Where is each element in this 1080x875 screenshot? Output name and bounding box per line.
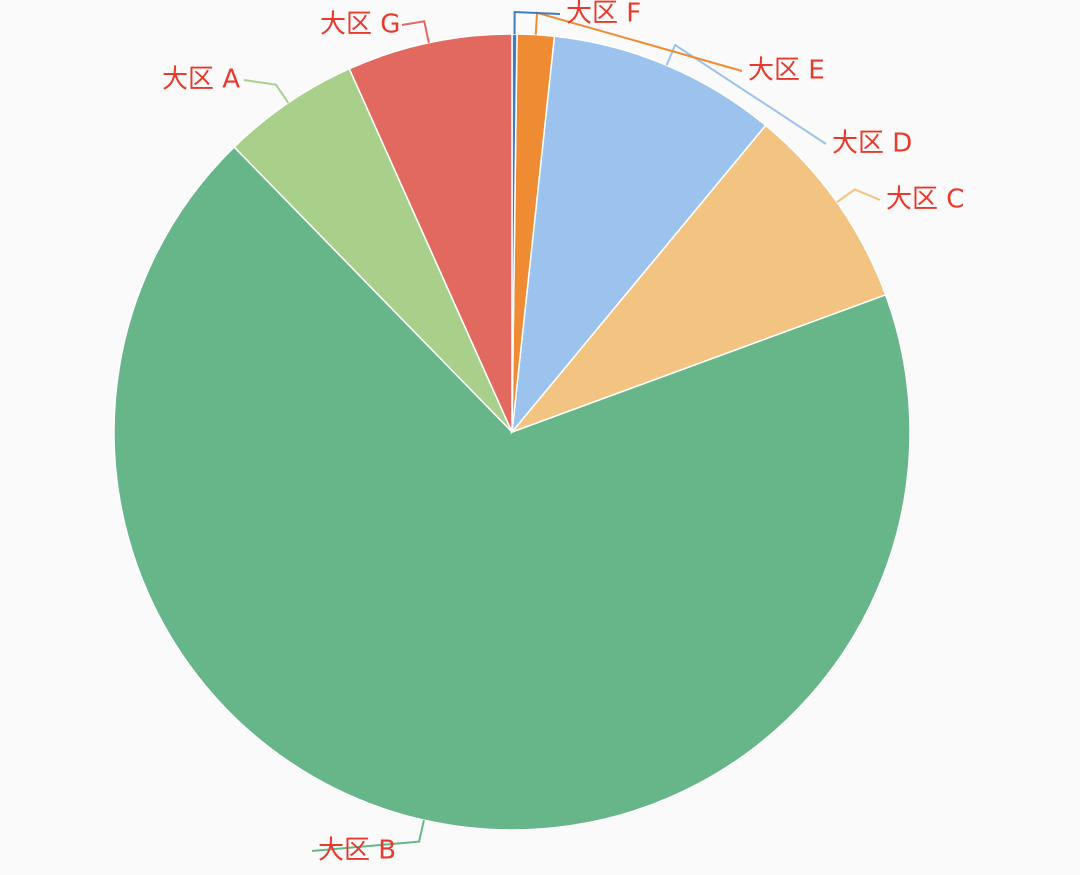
- slice-label: 大区 F: [566, 0, 641, 29]
- pie-slice: [348, 33, 513, 433]
- leader-line: [311, 819, 425, 852]
- leader-line: [665, 43, 827, 145]
- leader-line: [243, 79, 290, 104]
- pie-slice: [113, 145, 911, 831]
- leader-line: [513, 10, 561, 35]
- slice-label: 大区 D: [832, 129, 912, 159]
- slice-label: 大区 E: [748, 56, 825, 86]
- slice-label: 大区 G: [320, 10, 400, 40]
- leader-line: [401, 20, 430, 43]
- slice-label: 大区 A: [162, 65, 240, 95]
- leader-line: [836, 188, 881, 203]
- slice-label: 大区 C: [886, 185, 964, 215]
- slice-label: 大区 B: [318, 836, 396, 866]
- pie-slice: [509, 124, 887, 434]
- pie-slice: [510, 35, 767, 435]
- pie-slice: [233, 67, 513, 433]
